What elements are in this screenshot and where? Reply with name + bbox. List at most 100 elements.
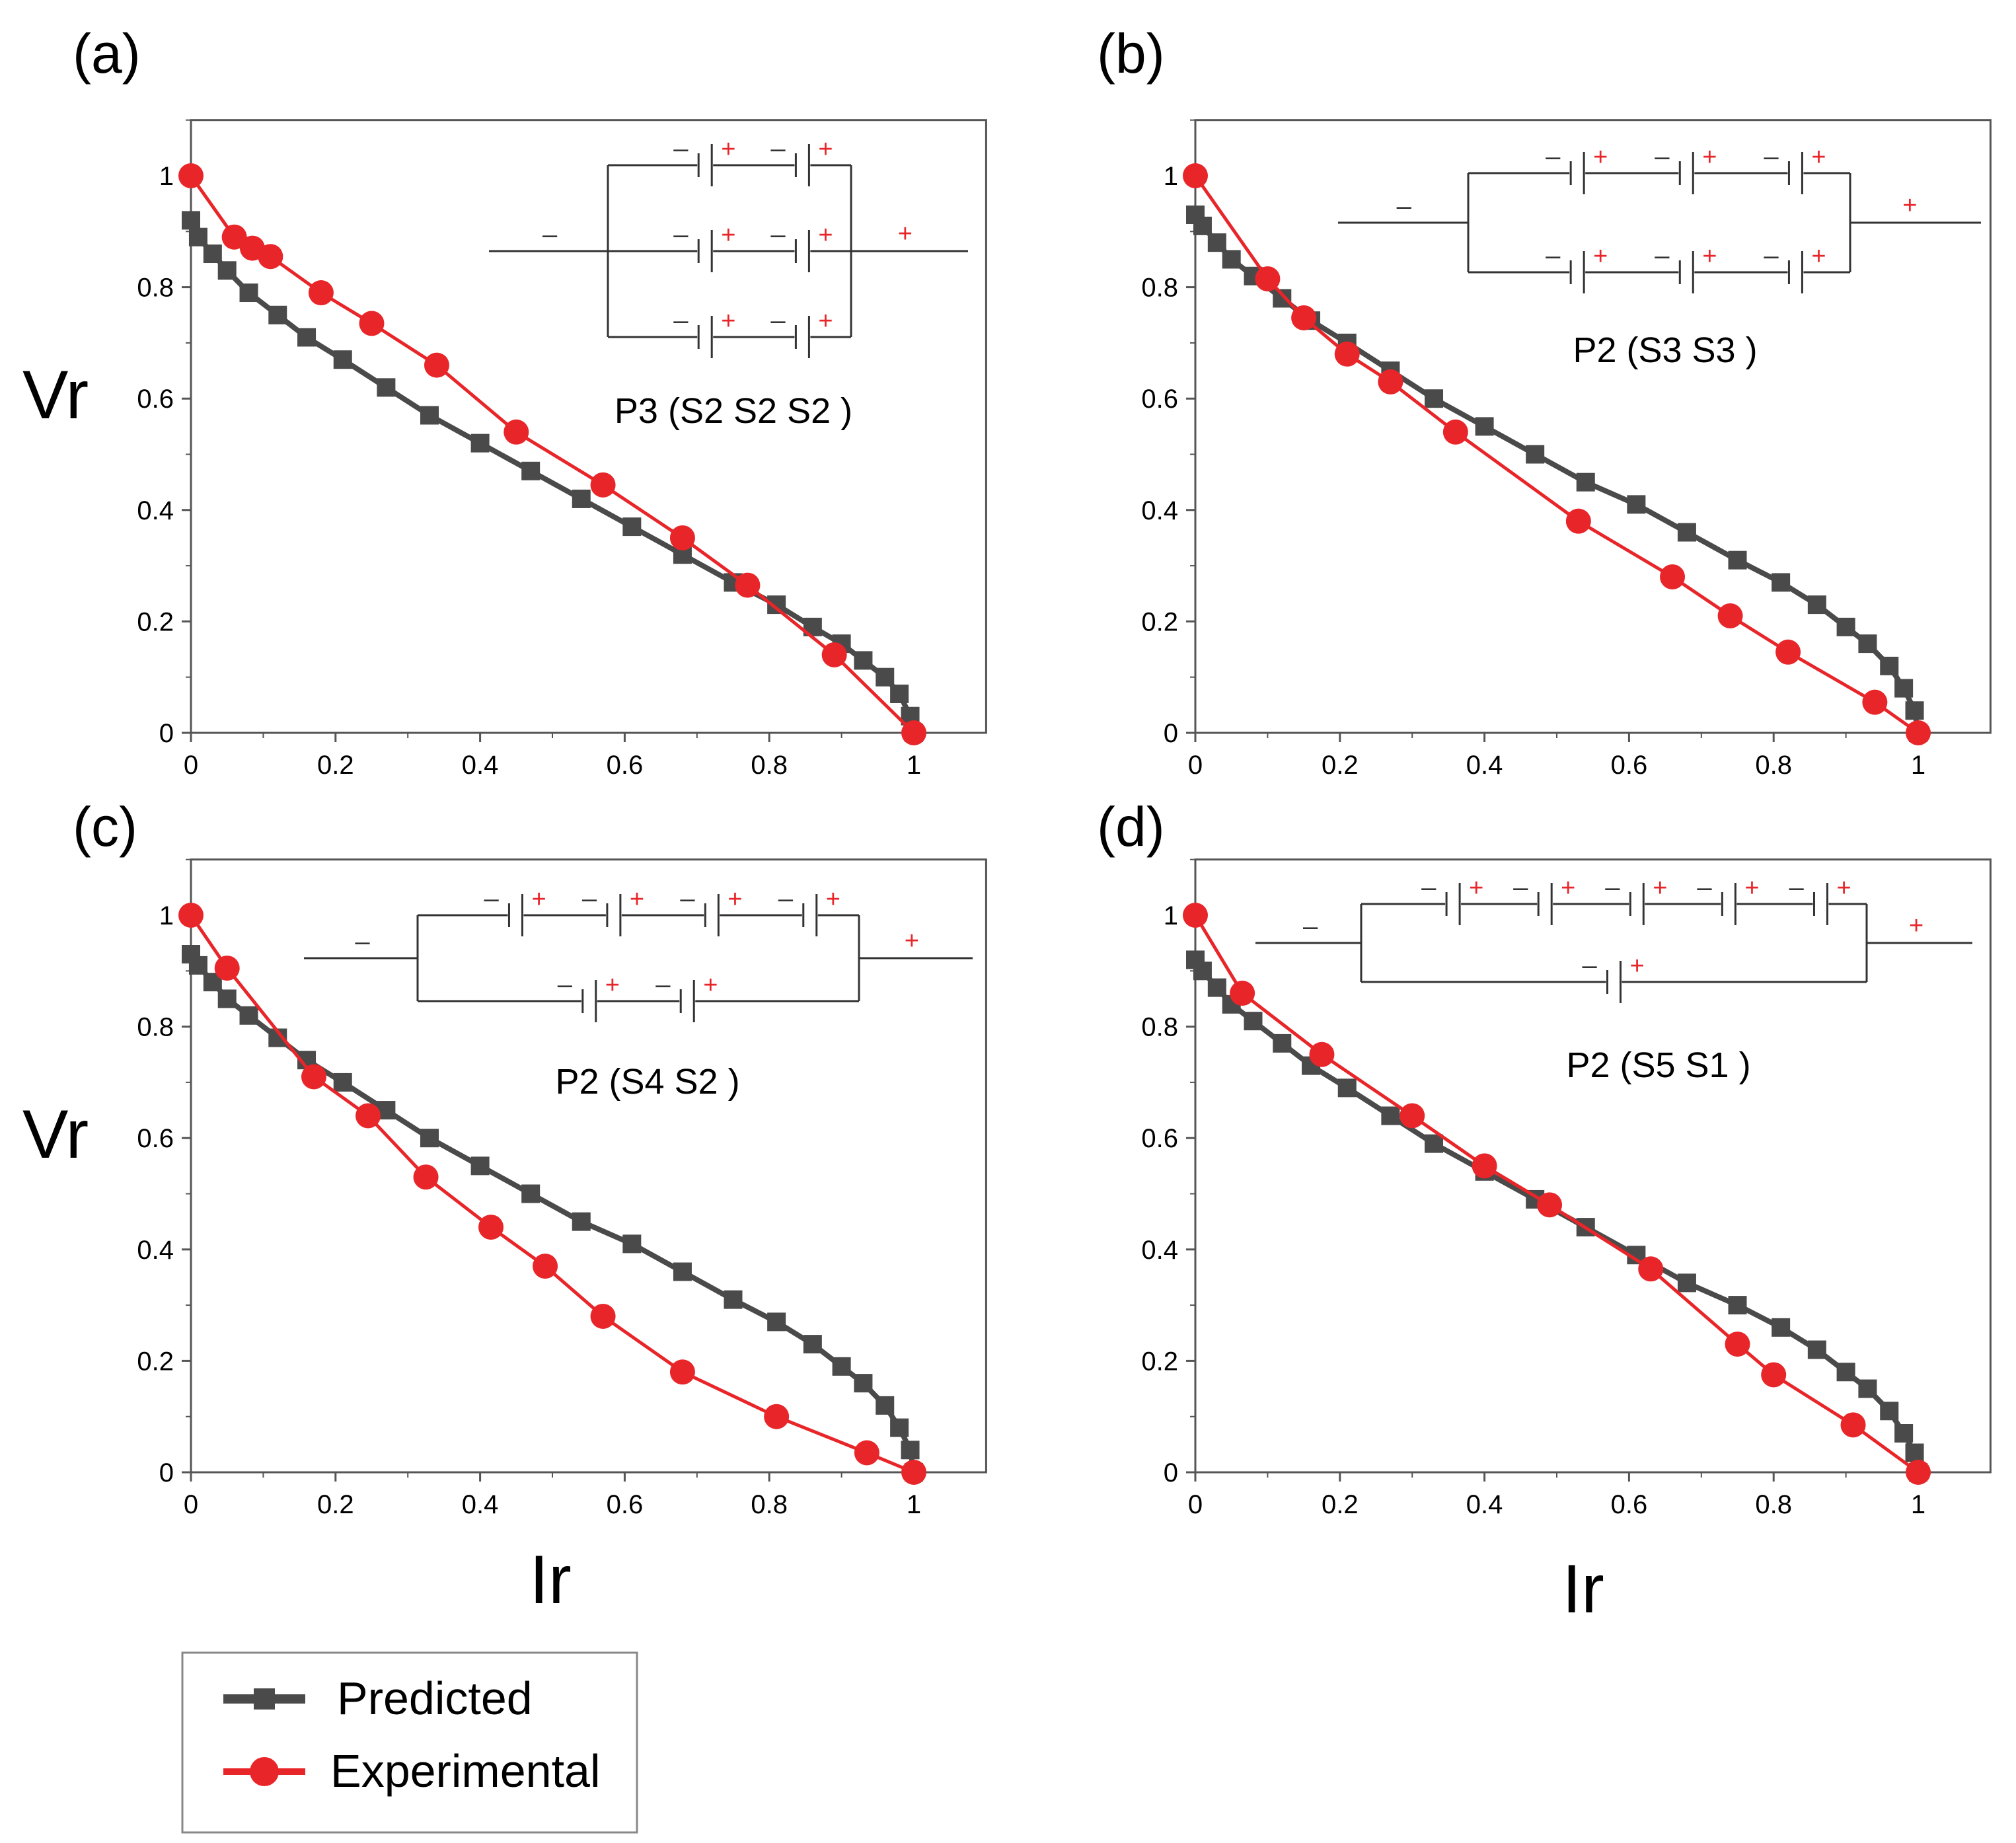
predicted-point	[1207, 233, 1226, 252]
experimental-point	[1906, 720, 1931, 745]
series-line-experimental	[189, 914, 915, 1474]
predicted-point	[1526, 445, 1545, 464]
experimental-point	[1183, 903, 1208, 928]
x-tick-label: 0.4	[1466, 1490, 1503, 1519]
series-line-predicted	[188, 952, 916, 1473]
battery-plus: +	[818, 221, 833, 249]
experimental-point	[590, 1303, 616, 1329]
experimental-point	[735, 572, 761, 598]
experimental-point	[1400, 1103, 1425, 1129]
predicted-point	[673, 1262, 692, 1281]
series-line-predicted	[1193, 213, 1921, 733]
battery-gap	[704, 895, 720, 935]
battery-gap	[802, 895, 818, 935]
predicted-point	[420, 1129, 439, 1148]
predicted-point	[297, 328, 317, 347]
y-tick-label: 0.8	[137, 1013, 174, 1042]
x-tick-label: 0.4	[462, 1490, 499, 1519]
y-tick-label: 1	[159, 901, 174, 930]
battery-gap	[794, 231, 811, 271]
predicted-point	[521, 1184, 541, 1203]
battery-plus: +	[1744, 874, 1759, 902]
experimental-point	[178, 163, 204, 188]
battery-gap	[1569, 252, 1586, 292]
battery-gap	[1787, 252, 1804, 292]
predicted-point	[1894, 679, 1914, 698]
experimental-point	[764, 1404, 790, 1429]
predicted-point	[1836, 1363, 1855, 1382]
battery-plus: +	[531, 885, 546, 913]
panel-b: (b)0 0.2 0.4 0.6 0.8 100.20.40.60.81– +– + – + – +–…	[1097, 22, 1992, 780]
predicted-point	[724, 1290, 743, 1309]
x-axis-label: Ir	[529, 1542, 572, 1618]
predicted-point	[1337, 1078, 1357, 1098]
experimental-point	[478, 1215, 504, 1240]
experimental-point	[669, 1359, 695, 1385]
experimental-point	[178, 903, 204, 928]
battery-gap	[1606, 962, 1622, 1002]
predicted-point	[876, 667, 895, 687]
battery-plus: +	[1702, 243, 1717, 270]
battery-gap	[1678, 153, 1695, 193]
y-tick-label: 0	[1164, 1458, 1178, 1487]
battery-minus: –	[673, 220, 689, 249]
predicted-point	[622, 1234, 642, 1254]
x-tick-label: 0.8	[751, 1490, 788, 1519]
predicted-point	[182, 211, 200, 230]
legend: Predicted Experimental	[181, 1651, 638, 1834]
y-tick-label: 0.2	[137, 607, 174, 636]
panel-label: (b)	[1097, 22, 1165, 85]
predicted-point	[854, 1374, 873, 1393]
experimental-point	[1660, 564, 1686, 589]
circuit-plus: +	[1902, 192, 1917, 219]
predicted-point	[1193, 216, 1212, 235]
predicted-point	[188, 227, 207, 246]
experimental-point	[413, 1164, 439, 1190]
battery-minus: –	[1697, 873, 1712, 902]
y-tick-label: 0	[1164, 719, 1178, 748]
experimental-point	[854, 1440, 879, 1466]
battery-gap	[794, 145, 811, 185]
legend-experimental-label: Experimental	[330, 1745, 601, 1797]
predicted-point	[217, 989, 237, 1008]
experimental-point	[301, 1064, 326, 1090]
x-tick-label: 1	[907, 1490, 921, 1519]
predicted-point	[1905, 1443, 1924, 1462]
experimental-point	[1230, 981, 1255, 1006]
experimental-point	[1840, 1412, 1866, 1438]
y-tick-label: 0.6	[1141, 1124, 1178, 1153]
circuit-label: P3 (S2 S2 S2 )	[615, 391, 852, 431]
experimental-point	[1183, 163, 1208, 188]
battery-minus: –	[770, 220, 786, 249]
battery-minus: –	[770, 306, 786, 335]
battery-minus: –	[484, 884, 499, 913]
experimental-point	[1442, 419, 1468, 445]
circuit-diagram: – + – + – + – + – + – + – + P2 (S5 S1 )	[1255, 873, 1972, 1085]
experimental-point	[1906, 1460, 1931, 1485]
predicted-point	[1381, 1106, 1400, 1125]
predicted-point	[1677, 1273, 1696, 1293]
panel-label: (a)	[73, 22, 141, 85]
predicted-point	[1772, 1318, 1791, 1337]
experimental-point	[424, 352, 449, 378]
battery-minus: –	[770, 134, 786, 163]
predicted-point	[767, 1312, 786, 1332]
predicted-point	[901, 1441, 920, 1460]
y-tick-label: 0.4	[1141, 496, 1178, 525]
predicted-point	[1807, 595, 1826, 615]
y-tick-label: 0.4	[1141, 1236, 1178, 1265]
battery-gap	[581, 981, 597, 1021]
predicted-point	[1244, 1012, 1263, 1031]
predicted-point	[1207, 978, 1226, 997]
predicted-point	[1905, 701, 1924, 720]
experimental-point	[355, 1103, 381, 1129]
predicted-point	[521, 461, 541, 480]
predicted-point	[832, 1357, 851, 1376]
x-tick-label: 0.2	[317, 751, 354, 780]
legend-predicted-label: Predicted	[337, 1673, 533, 1724]
x-tick-label: 0	[184, 1490, 198, 1519]
battery-plus: +	[630, 885, 644, 913]
battery-plus: +	[818, 135, 833, 163]
